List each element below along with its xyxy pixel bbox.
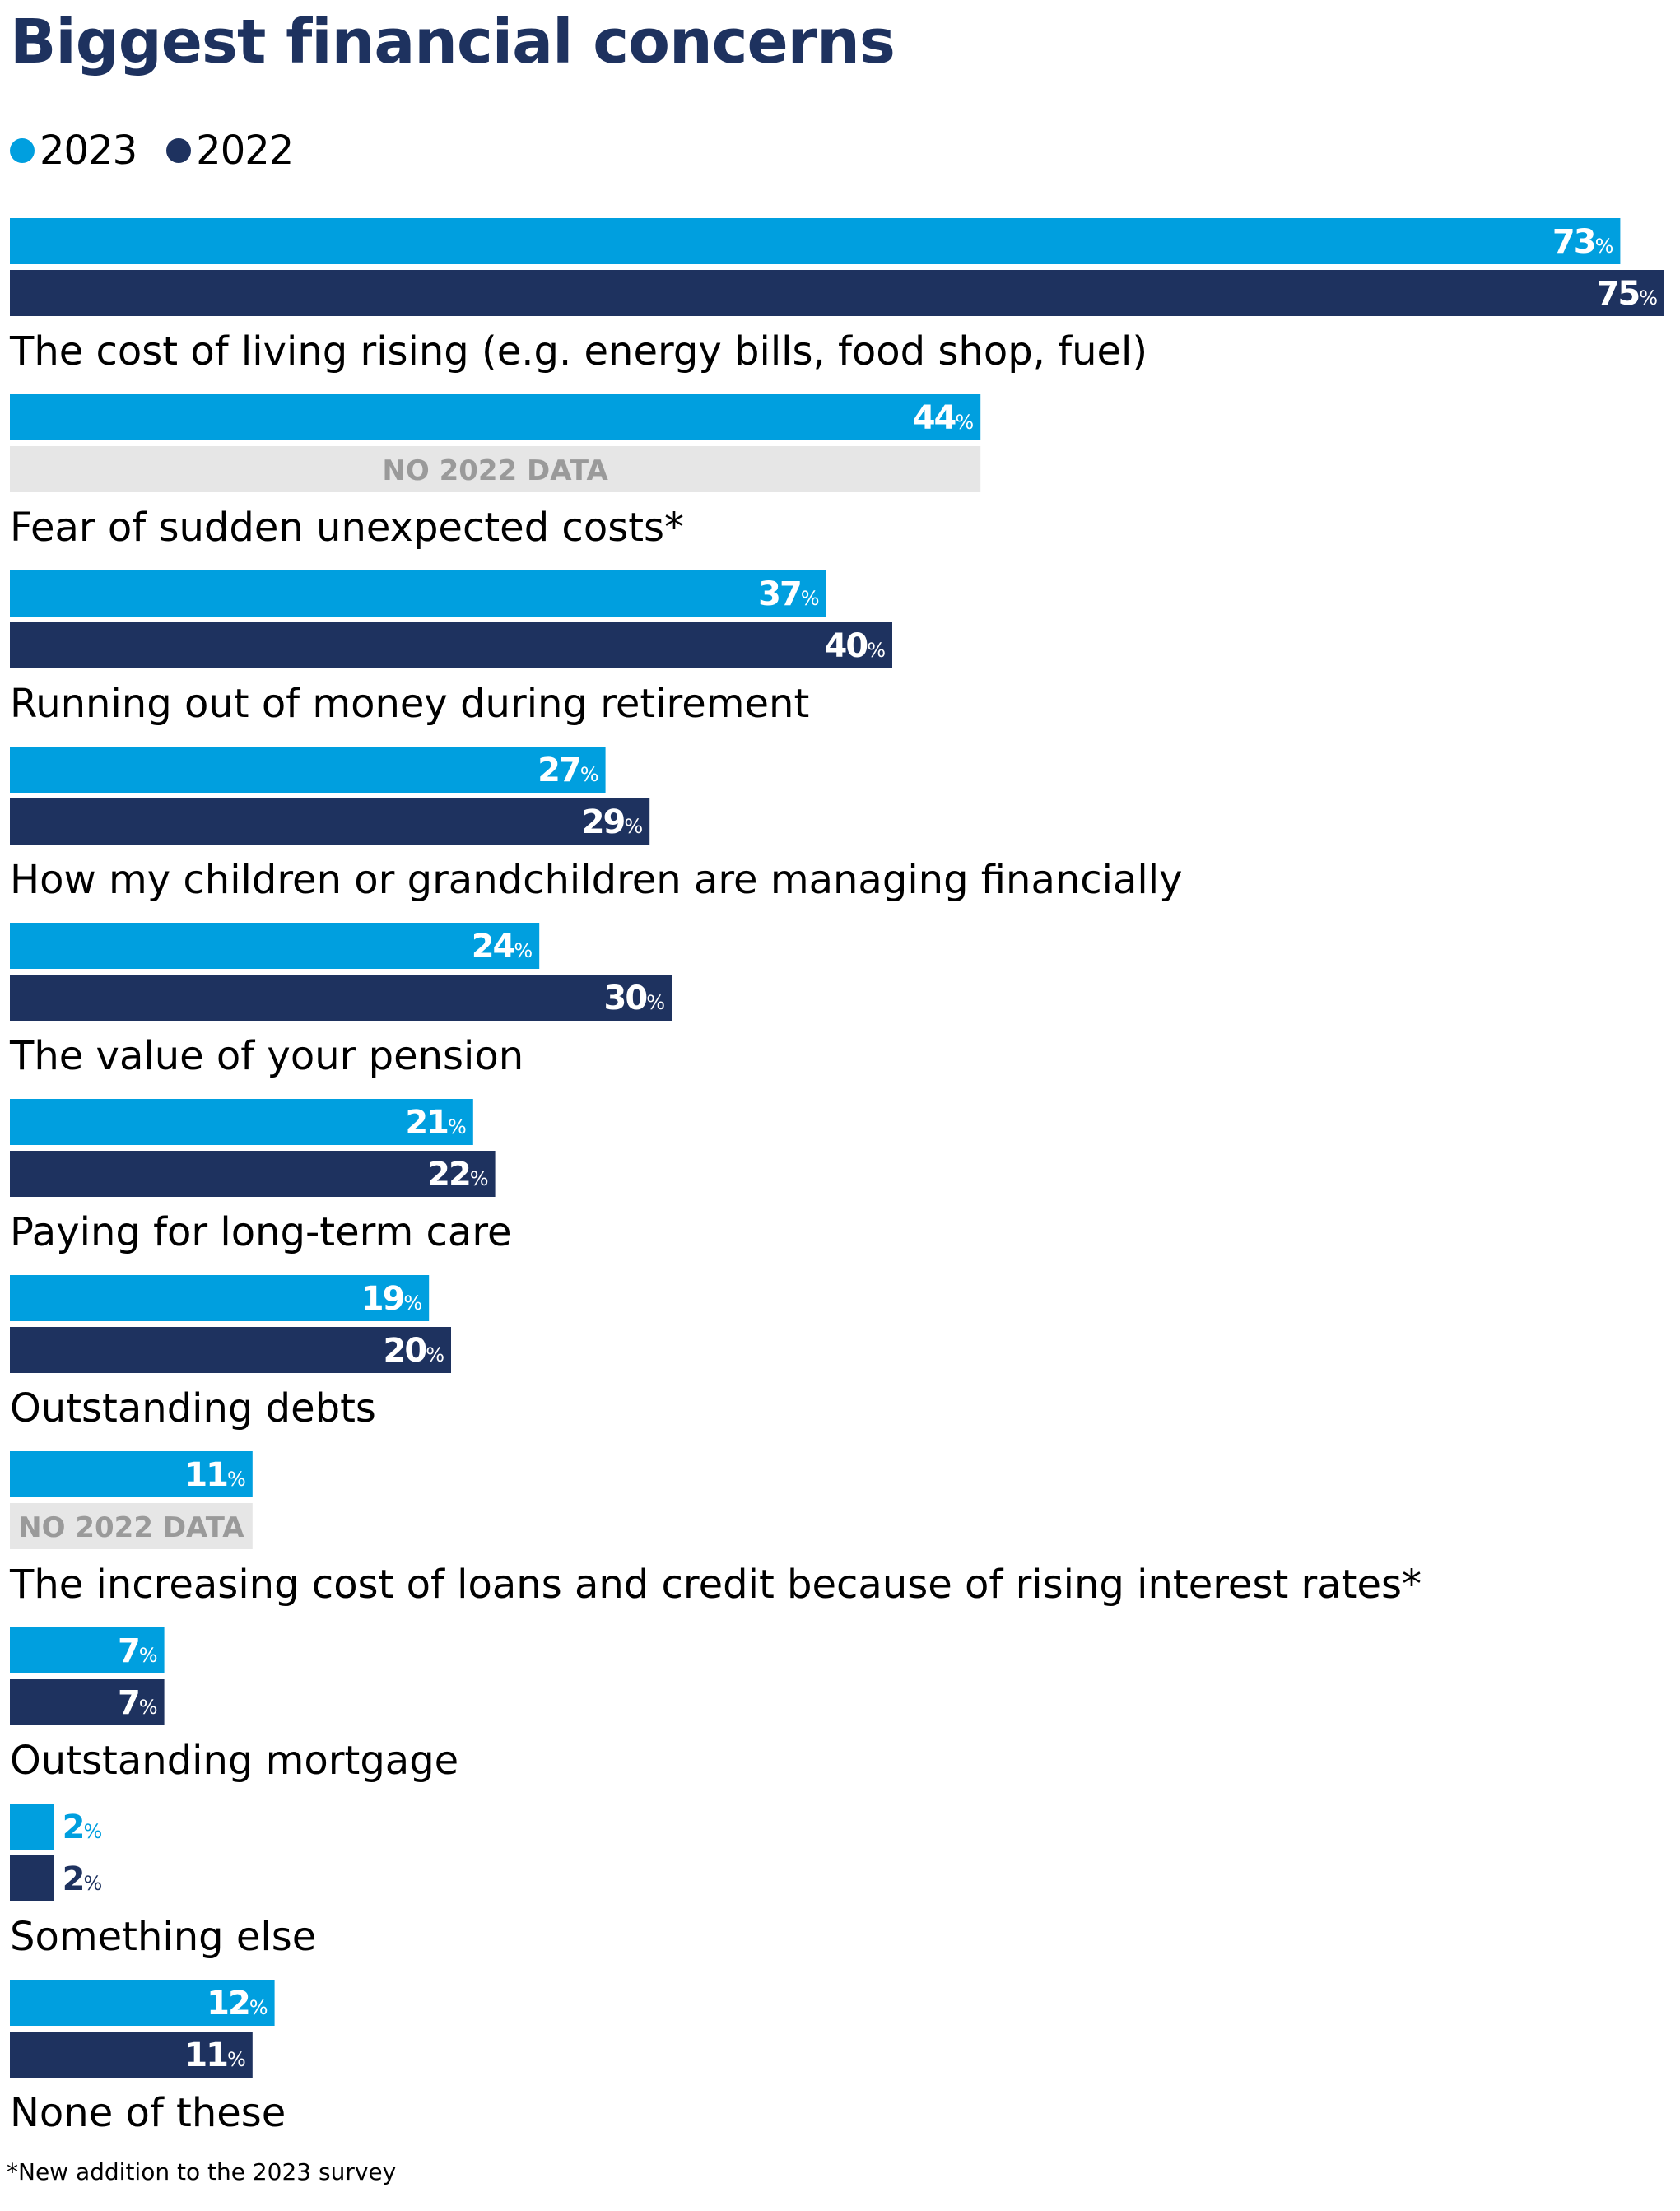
legend-label-2022: 2022 [196,128,294,174]
value-label: 37% [758,575,819,613]
legend-item-2023: 2023 [10,128,137,174]
value-label: 73% [1552,223,1613,261]
chart-title: Biggest financial concerns [10,7,896,77]
no-data-label: NO 2022 DATA [18,1511,244,1544]
category-label: The value of your pension [9,1033,524,1079]
no-data-bar [10,446,981,492]
value-label: 30% [604,980,665,1017]
category-label: Paying for long-term care [10,1209,512,1255]
category-label: Running out of money during retirement [10,681,809,727]
category-label: The cost of living rising (e.g. energy b… [9,328,1147,375]
bar-2022 [10,2032,253,2078]
value-label: 27% [538,752,598,789]
footnote: *New addition to the 2023 survey [7,2158,397,2185]
value-label: 40% [825,627,886,665]
value-label: 2% [63,1860,103,1898]
value-label: 12% [207,1985,268,2022]
value-label: 29% [582,803,643,841]
bar-2023 [10,1804,54,1850]
legend-item-2022: 2022 [166,128,294,174]
bar-2022 [10,975,672,1021]
bar-2022 [10,1679,165,1725]
bar-2023 [10,747,606,793]
value-label: 2% [63,1808,103,1846]
legend: 2023 2022 [10,122,323,179]
bar-2022 [10,1151,496,1197]
category-label: Outstanding mortgage [10,1738,458,1784]
category-label: Something else [10,1914,316,1960]
value-label: 20% [384,1332,444,1370]
bar-2023 [10,218,1621,264]
value-label: 44% [913,399,974,437]
bar-2022 [10,1855,54,1901]
value-label: 7% [118,1684,158,1722]
legend-label-2023: 2023 [40,128,137,174]
legend-dot-2022 [166,138,192,163]
bar-2022 [10,270,1664,316]
value-label: 24% [472,928,533,966]
no-data-label: NO 2022 DATA [382,454,608,487]
category-label: The increasing cost of loans and credit … [9,1562,1422,1608]
bar-2023 [10,1980,275,2026]
bar-2023 [10,1451,253,1497]
bar-2022 [10,1327,451,1373]
no-data-bar [10,1503,253,1549]
bar-2022 [10,622,892,668]
legend-dot-2023 [10,138,35,163]
category-label: Outstanding debts [10,1385,376,1431]
bar-2023 [10,1627,165,1673]
bar-2022 [10,798,650,845]
category-label: Fear of sudden unexpected costs* [10,505,684,551]
bar-2023 [10,1275,430,1321]
value-label: 21% [405,1104,466,1142]
bar-2023 [10,394,981,440]
value-label: 75% [1597,275,1658,313]
value-label: 19% [361,1280,422,1318]
bar-2023 [10,923,540,969]
value-label: 11% [184,2036,245,2074]
category-label: How my children or grandchildren are man… [10,857,1183,903]
bar-2023 [10,570,826,617]
bar-2023 [10,1099,473,1145]
value-label: 11% [184,1456,245,1494]
value-label: 7% [118,1632,158,1670]
category-label: None of these [10,2090,286,2136]
value-label: 22% [427,1156,488,1194]
